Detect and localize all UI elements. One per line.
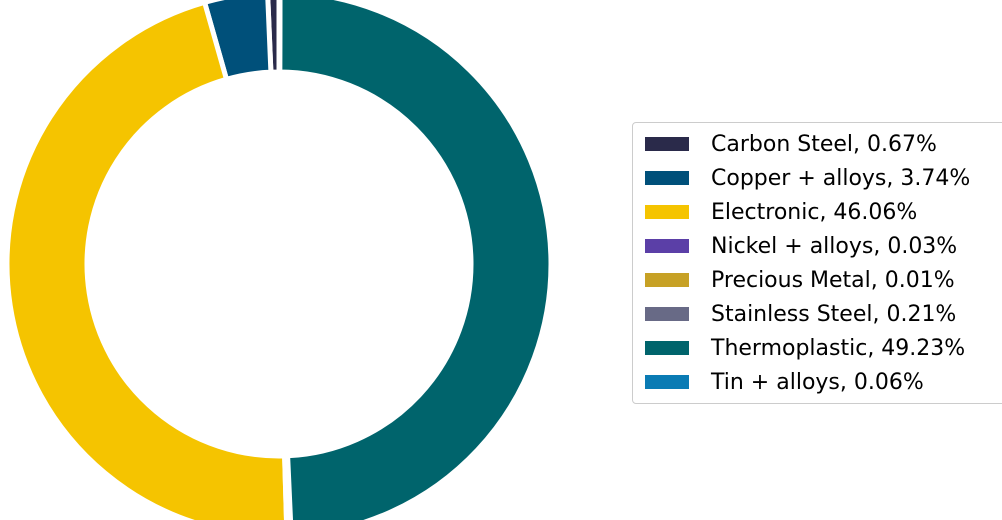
legend-swatch bbox=[645, 171, 689, 185]
legend-label: Tin + alloys, 0.06% bbox=[711, 369, 924, 395]
legend-item-tin-alloys: Tin + alloys, 0.06% bbox=[645, 365, 924, 399]
legend-swatch bbox=[645, 307, 689, 321]
legend-swatch bbox=[645, 239, 689, 253]
legend-label: Carbon Steel, 0.67% bbox=[711, 131, 937, 157]
legend-label: Nickel + alloys, 0.03% bbox=[711, 233, 958, 259]
legend-label: Precious Metal, 0.01% bbox=[711, 267, 955, 293]
legend-label: Copper + alloys, 3.74% bbox=[711, 165, 971, 191]
legend-swatch bbox=[645, 341, 689, 355]
legend-item-copper-alloys: Copper + alloys, 3.74% bbox=[645, 161, 970, 195]
legend-swatch bbox=[645, 273, 689, 287]
legend-item-electronic: Electronic, 46.06% bbox=[645, 195, 917, 229]
legend-item-stainless-steel: Stainless Steel, 0.21% bbox=[645, 297, 956, 331]
legend-swatch bbox=[645, 205, 689, 219]
donut-chart bbox=[4, 0, 554, 520]
legend-item-nickel-alloys: Nickel + alloys, 0.03% bbox=[645, 229, 957, 263]
chart-legend: Carbon Steel, 0.67% Copper + alloys, 3.74… bbox=[632, 122, 1002, 404]
donut-slice-tin-alloys bbox=[276, 0, 283, 75]
legend-label: Electronic, 46.06% bbox=[711, 199, 918, 225]
donut-slice-electronic bbox=[4, 0, 289, 520]
legend-swatch bbox=[645, 375, 689, 389]
legend-swatch bbox=[645, 137, 689, 151]
legend-label: Thermoplastic, 49.23% bbox=[711, 335, 966, 361]
legend-item-carbon-steel: Carbon Steel, 0.67% bbox=[645, 127, 937, 161]
legend-item-thermoplastic: Thermoplastic, 49.23% bbox=[645, 331, 965, 365]
legend-label: Stainless Steel, 0.21% bbox=[711, 301, 957, 327]
donut-slice-thermoplastic bbox=[277, 0, 554, 520]
legend-item-precious-metal: Precious Metal, 0.01% bbox=[645, 263, 955, 297]
